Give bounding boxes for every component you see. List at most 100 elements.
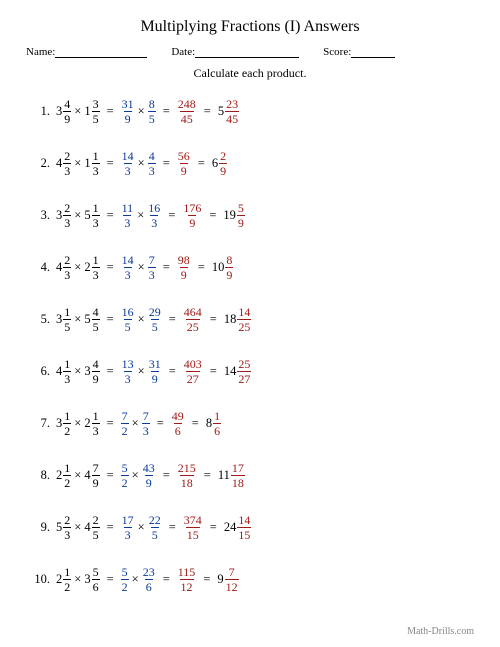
mixed-number: 349 [84, 358, 99, 385]
numerator: 1 [92, 202, 100, 215]
fraction: 37415 [183, 514, 203, 541]
equals-sign: = [107, 156, 114, 171]
page-title: Multiplying Fractions (I) Answers [26, 18, 474, 36]
numerator: 1 [63, 566, 71, 579]
fraction: 85 [148, 98, 156, 125]
denominator: 3 [148, 267, 156, 281]
times-sign: × [74, 572, 81, 587]
fraction: 1415 [237, 514, 251, 541]
numerator: 1 [213, 410, 221, 423]
mixed-number: 315 [56, 306, 71, 333]
numerator: 1 [92, 150, 100, 163]
whole-part: 2 [84, 416, 90, 431]
numerator: 31 [121, 98, 135, 111]
whole-part: 24 [224, 520, 237, 535]
fraction: 13 [92, 202, 100, 229]
fraction: 25 [92, 514, 100, 541]
fraction: 2345 [225, 98, 239, 125]
problem-number: 4. [30, 260, 50, 275]
mixed-number: 423 [56, 150, 71, 177]
denominator: 6 [92, 579, 100, 593]
fraction: 23 [63, 202, 71, 229]
equals-sign: = [210, 364, 217, 379]
whole-part: 5 [56, 520, 62, 535]
denominator: 2 [63, 475, 71, 489]
denominator: 3 [148, 163, 156, 177]
denominator: 3 [63, 267, 71, 281]
times-sign: × [74, 260, 81, 275]
whole-part: 2 [56, 572, 62, 587]
fraction: 133 [121, 358, 135, 385]
date-field: Date: [171, 46, 299, 58]
problem-number: 3. [30, 208, 50, 223]
fraction: 13 [63, 358, 71, 385]
fraction: 45 [92, 306, 100, 333]
denominator: 3 [63, 163, 71, 177]
whole-part: 3 [56, 104, 62, 119]
denominator: 27 [186, 371, 200, 385]
whole-part: 4 [56, 260, 62, 275]
numerator: 5 [237, 202, 245, 215]
numerator: 7 [92, 462, 100, 475]
denominator: 9 [92, 371, 100, 385]
numerator: 23 [142, 566, 156, 579]
fraction: 49 [92, 358, 100, 385]
times-sign: × [132, 416, 139, 431]
header-row: Name: Date: Score: [26, 46, 474, 58]
equals-sign: = [169, 312, 176, 327]
equals-sign: = [107, 468, 114, 483]
fraction: 295 [148, 306, 162, 333]
denominator: 6 [145, 579, 153, 593]
score-line [351, 47, 395, 58]
numerator: 16 [121, 306, 135, 319]
denominator: 3 [92, 423, 100, 437]
equals-sign: = [107, 364, 114, 379]
problem-number: 2. [30, 156, 50, 171]
whole-part: 1 [84, 156, 90, 171]
mixed-number: 545 [84, 306, 99, 333]
whole-part: 14 [224, 364, 237, 379]
problem-number: 10. [30, 572, 50, 587]
whole-part: 2 [56, 468, 62, 483]
denominator: 5 [148, 111, 156, 125]
mixed-number: 323 [56, 202, 71, 229]
mixed-number: 212 [56, 566, 71, 593]
equals-sign: = [163, 572, 170, 587]
whole-part: 4 [56, 364, 62, 379]
fraction: 496 [171, 410, 185, 437]
equals-sign: = [107, 312, 114, 327]
mixed-number: 523 [56, 514, 71, 541]
denominator: 18 [180, 475, 194, 489]
fraction: 1718 [231, 462, 245, 489]
name-label: Name: [26, 46, 55, 58]
numerator: 115 [177, 566, 197, 579]
mixed-number: 356 [84, 566, 99, 593]
mixed-number: 423 [56, 254, 71, 281]
numerator: 49 [171, 410, 185, 423]
times-sign: × [138, 156, 145, 171]
fraction: 79 [92, 462, 100, 489]
fraction: 319 [148, 358, 162, 385]
equals-sign: = [192, 416, 199, 431]
times-sign: × [74, 208, 81, 223]
mixed-number: 413 [56, 358, 71, 385]
denominator: 3 [92, 267, 100, 281]
fraction: 319 [121, 98, 135, 125]
numerator: 43 [142, 462, 156, 475]
denominator: 3 [63, 371, 71, 385]
equals-sign: = [169, 364, 176, 379]
fraction: 52 [121, 462, 129, 489]
denominator: 2 [63, 423, 71, 437]
whole-part: 2 [84, 260, 90, 275]
denominator: 2 [63, 579, 71, 593]
numerator: 2 [63, 514, 71, 527]
fraction: 73 [142, 410, 150, 437]
numerator: 1 [63, 358, 71, 371]
numerator: 5 [92, 566, 100, 579]
mixed-number: 479 [84, 462, 99, 489]
fraction: 236 [142, 566, 156, 593]
denominator: 6 [213, 423, 221, 437]
fraction: 56 [92, 566, 100, 593]
name-field: Name: [26, 46, 147, 58]
times-sign: × [74, 156, 81, 171]
